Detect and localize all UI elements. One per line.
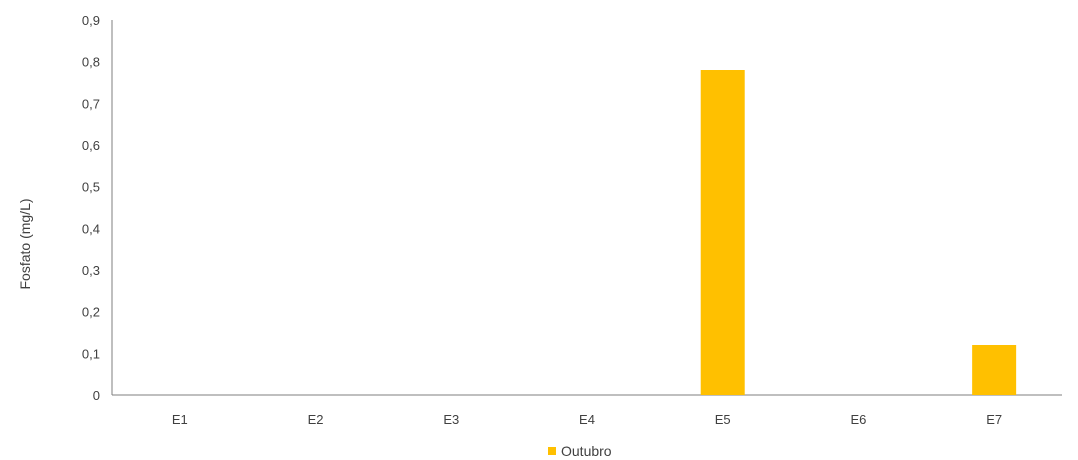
y-tick-label: 0,9 — [82, 13, 100, 28]
y-tick-label: 0,5 — [82, 180, 100, 195]
y-tick-label: 0 — [93, 388, 100, 403]
x-tick-label: E6 — [850, 412, 866, 427]
y-axis-ticks: 0 0,1 0,2 0,3 0,4 0,5 0,6 0,7 0,8 0,9 — [82, 13, 100, 403]
y-tick-label: 0,6 — [82, 138, 100, 153]
bar-e7 — [972, 345, 1017, 395]
legend-swatch-outubro — [548, 447, 556, 455]
x-tick-label: E5 — [715, 412, 731, 427]
x-tick-label: E1 — [172, 412, 188, 427]
x-tick-label: E7 — [986, 412, 1002, 427]
x-tick-label: E2 — [308, 412, 324, 427]
y-tick-label: 0,4 — [82, 221, 100, 236]
y-tick-label: 0,7 — [82, 96, 100, 111]
y-tick-label: 0,2 — [82, 305, 100, 320]
legend: Outubro — [548, 443, 612, 459]
legend-label-outubro: Outubro — [561, 443, 612, 459]
y-axis-label: Fosfato (mg/L) — [17, 198, 33, 289]
y-tick-label: 0,1 — [82, 346, 100, 361]
x-tick-label: E3 — [443, 412, 459, 427]
bars — [700, 70, 1017, 395]
x-axis-ticks: E1 E2 E3 E4 E5 E6 E7 — [172, 412, 1002, 427]
y-tick-label: 0,8 — [82, 55, 100, 70]
bar-e5 — [700, 70, 745, 395]
x-tick-label: E4 — [579, 412, 595, 427]
y-tick-label: 0,3 — [82, 263, 100, 278]
